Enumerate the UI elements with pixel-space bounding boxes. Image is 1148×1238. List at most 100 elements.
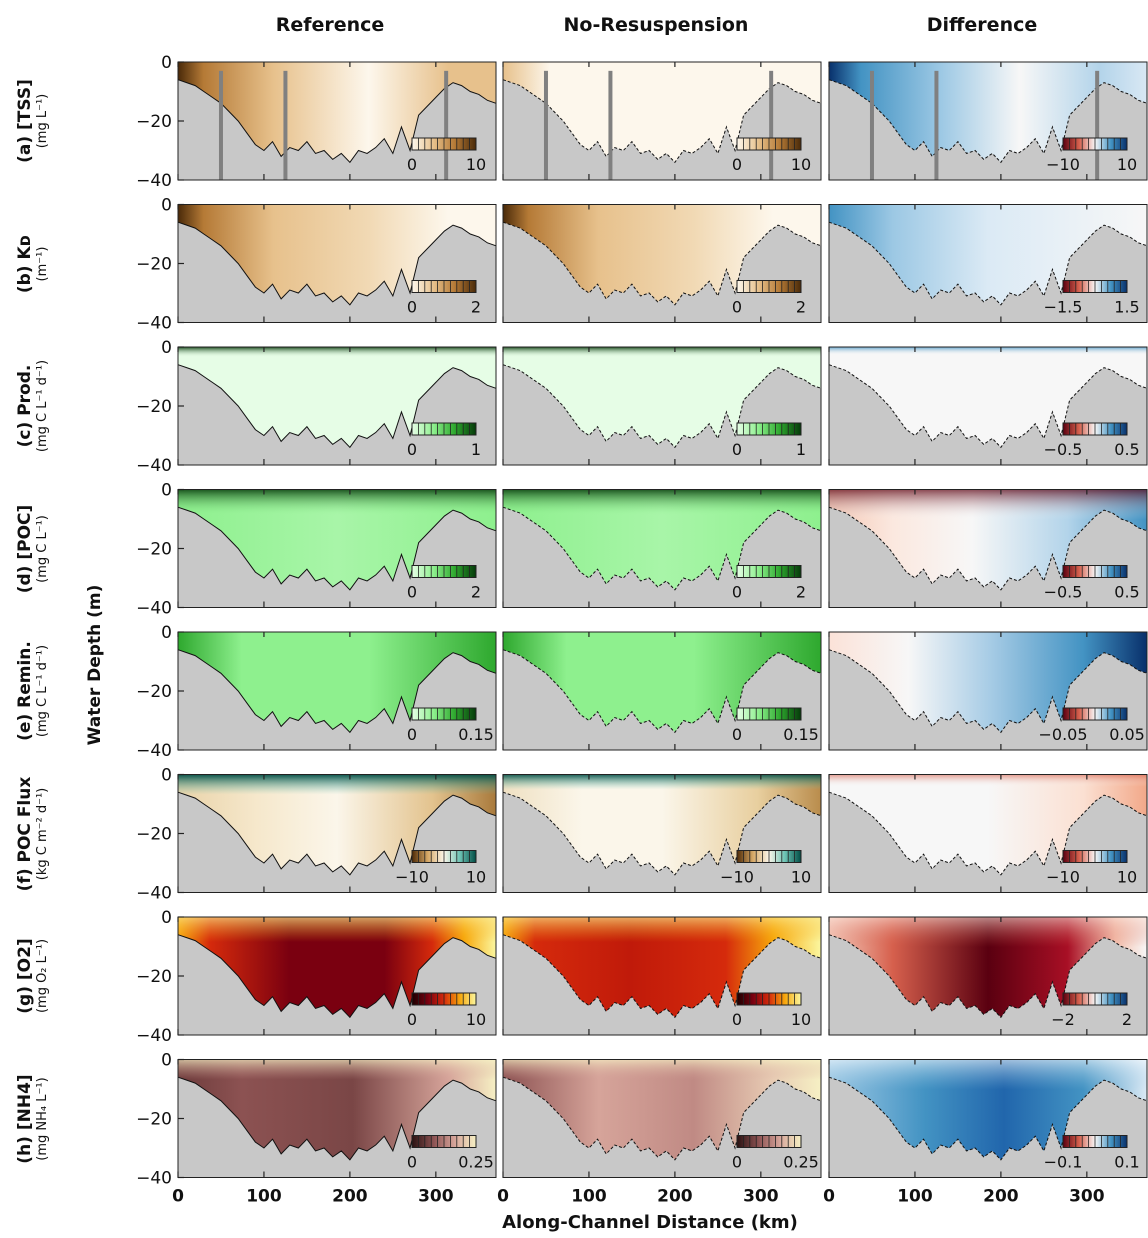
- row-label-title: (c) Prod.: [15, 364, 35, 448]
- surface-layer-field: [829, 489, 1147, 590]
- surface-layer-field: [829, 1059, 1147, 1160]
- column-title-difference: Difference: [926, 14, 1038, 36]
- row-label-unit: (mg NH₄ L⁻¹): [35, 1076, 50, 1161]
- water-column-field: [829, 632, 1147, 733]
- y-tick-label: −40: [136, 741, 172, 761]
- surface-layer-field: [503, 347, 821, 448]
- panel-d-difference: −0.5 0.5: [828, 489, 1148, 608]
- colorbar-min-label: 0: [407, 1010, 417, 1029]
- y-tick-label: 0: [161, 338, 172, 358]
- panel-frame: [828, 489, 1148, 608]
- row-label-c: (c) Prod. (mg C L⁻¹ d⁻¹): [15, 331, 56, 481]
- bathymetry-line: [177, 79, 497, 164]
- x-tick-label: 100: [897, 1187, 933, 1207]
- y-tick-label: 0: [161, 196, 172, 216]
- station-marker: [934, 70, 939, 180]
- bathymetry-line: [177, 791, 497, 876]
- water-column-field: [178, 204, 496, 305]
- panel-b-difference: −1.5 1.5: [828, 204, 1148, 323]
- panel-e-difference: −0.05 0.05: [828, 631, 1148, 751]
- panel-frame: [502, 1059, 822, 1178]
- panel-c-difference: −0.5 0.5: [828, 346, 1148, 466]
- colorbar-min-label: 0: [732, 725, 742, 744]
- colorbar-max-label: 10: [466, 868, 486, 887]
- panel-a-difference: −10 10: [828, 61, 1148, 181]
- panel-frame: [502, 631, 822, 751]
- colorbar-max-label: 0.5: [1114, 440, 1139, 459]
- water-column-field: [503, 204, 821, 305]
- station-marker: [218, 70, 223, 180]
- colorbar-min-label: 0: [732, 440, 742, 459]
- water-column-field: [503, 62, 821, 163]
- surface-layer-field: [829, 347, 1147, 448]
- row-label-h: (h) [NH4] (mg NH₄ L⁻¹): [15, 1044, 56, 1194]
- colorbar-max-label: 0.15: [783, 725, 819, 744]
- row-label-unit: (mg C L⁻¹ d⁻¹): [35, 359, 50, 453]
- panel-frame: [502, 489, 822, 608]
- colorbar-max-label: 10: [1117, 868, 1137, 887]
- panel-frame: [828, 631, 1148, 751]
- row-label-e: (e) Remin. (mg C L⁻¹ d⁻¹): [15, 616, 56, 766]
- station-marker: [543, 70, 548, 180]
- y-tick-label: −20: [136, 397, 172, 417]
- colorbar: −0.05 0.05: [1038, 707, 1145, 744]
- x-tick-label: 0: [497, 1187, 509, 1207]
- row-label-f: (f) POC Flux (kg C m⁻² d⁻¹): [15, 759, 56, 909]
- colorbar: −1.5 1.5: [1044, 280, 1140, 317]
- y-tick-label: −20: [136, 540, 172, 560]
- surface-layer-field: [178, 347, 496, 448]
- bathymetry-line: [177, 364, 497, 449]
- colorbar: 0 10: [732, 137, 811, 174]
- row-label-d: (d) [POC] (mg C L⁻¹): [15, 474, 56, 624]
- colorbar-min-label: 0: [407, 725, 417, 744]
- colorbar-min-label: 0: [407, 1153, 417, 1172]
- row-label-title: (a) [TSS]: [15, 79, 35, 163]
- panel-b-reference: 0−20−400 2: [136, 196, 497, 334]
- water-column-field: [178, 632, 496, 733]
- station-marker: [608, 70, 613, 180]
- water-column-field: [829, 62, 1147, 163]
- colorbar-max-label: 10: [466, 155, 486, 174]
- colorbar: −10 10: [1046, 850, 1137, 887]
- panel-g-reference: 0 −20 −40 0 10: [136, 908, 497, 1046]
- colorbar: −10 10: [720, 850, 811, 887]
- y-tick-label: −40: [136, 884, 172, 904]
- colorbar: 0 10: [732, 992, 811, 1029]
- water-column-field: [829, 204, 1147, 305]
- colorbar-min-label: 0: [732, 583, 742, 602]
- station-marker: [444, 70, 449, 180]
- column-title-reference: Reference: [275, 14, 385, 36]
- surface-layer-field: [503, 489, 821, 590]
- colorbar-min-label: −0.1: [1044, 1153, 1083, 1172]
- colorbar-min-label: 0: [732, 1010, 742, 1029]
- panel-frame: [502, 61, 822, 181]
- colorbar-min-label: 0: [732, 298, 742, 317]
- colorbar-max-label: 10: [791, 1010, 811, 1029]
- row-label-g: (g) [O2] (mg O₂ L⁻¹): [15, 901, 56, 1051]
- panel-frame: [828, 204, 1148, 323]
- x-axis-label: Along-Channel Distance (km): [502, 1212, 798, 1233]
- colorbar-max-label: 0.1: [1114, 1153, 1139, 1172]
- row-label-unit: (mg O₂ L⁻¹): [35, 938, 50, 1014]
- panel-h-difference: 0 100 200 300 −0.1 0.1: [823, 1059, 1148, 1207]
- row-label-title: (g) [O2]: [15, 938, 35, 1014]
- panel-frame: [502, 774, 822, 893]
- y-tick-label: 0: [161, 766, 172, 786]
- x-tick-label: 100: [571, 1187, 607, 1207]
- station-marker: [869, 70, 874, 180]
- panel-a-reference: 0 −20 −40 0 10: [136, 53, 497, 191]
- row-label-unit: (mg L⁻¹): [35, 93, 50, 149]
- y-tick-label: −20: [136, 682, 172, 702]
- row-label-title: (f) POC Flux: [15, 776, 35, 891]
- y-tick-label: 0: [161, 623, 172, 643]
- row-label-title: (b) Kᴅ: [15, 234, 35, 293]
- row-label-unit: (mg C L⁻¹): [35, 514, 50, 583]
- panel-frame: [828, 916, 1148, 1036]
